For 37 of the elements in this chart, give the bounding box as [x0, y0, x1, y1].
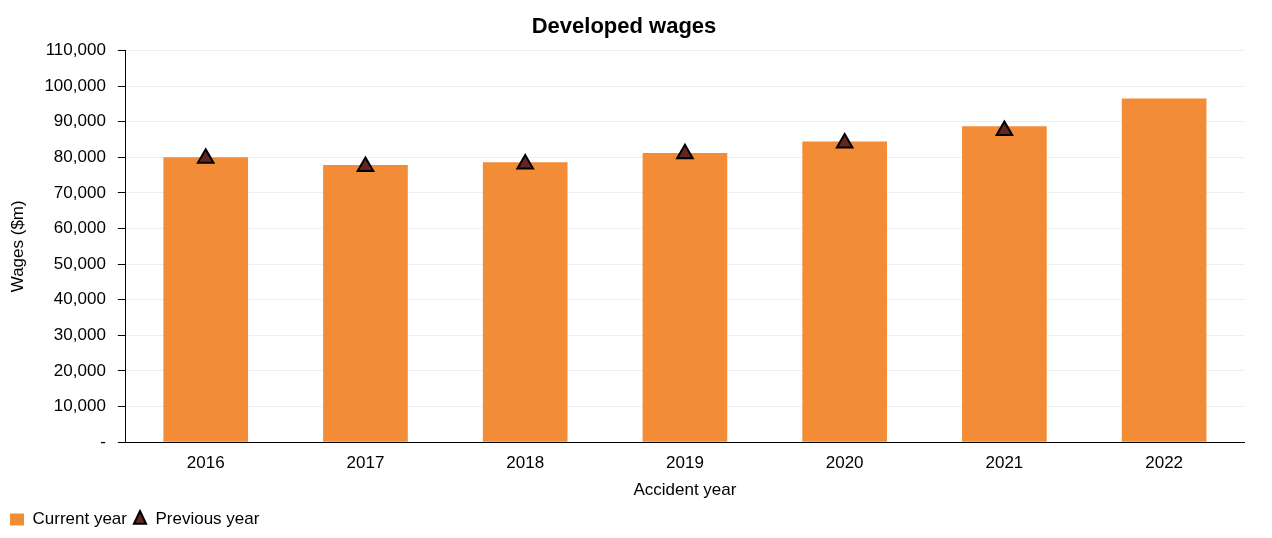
y-tick-label: 30,000 — [53, 325, 106, 345]
y-tick-label: 90,000 — [53, 111, 106, 131]
bar — [962, 126, 1047, 442]
point — [356, 156, 375, 173]
x-tick-label: 2020 — [825, 453, 864, 473]
x-tick-label: 2019 — [666, 453, 704, 473]
legend-label: Previous year — [155, 509, 260, 529]
x-tick-label: 2018 — [506, 453, 545, 473]
y-tick-label: - — [100, 431, 106, 451]
y-tick-label: 80,000 — [53, 146, 106, 166]
legend-label: Current year — [32, 509, 128, 529]
y-tick-label: 60,000 — [53, 218, 106, 238]
x-axis-title: Accident year — [633, 480, 737, 500]
y-tick-label: 100,000 — [44, 75, 106, 95]
y-tick-label: 20,000 — [53, 360, 106, 380]
bar — [163, 157, 249, 442]
bar — [323, 165, 408, 442]
x-tick-label: 2017 — [346, 453, 385, 473]
y-axis-title: Wages ($m) — [7, 200, 27, 293]
point — [676, 143, 694, 160]
x-tick-label: 2021 — [985, 453, 1024, 473]
point — [835, 133, 854, 149]
point — [995, 120, 1014, 137]
bar — [642, 152, 728, 442]
chart-title: Developed wages — [531, 13, 717, 39]
bar — [1121, 98, 1207, 442]
point — [516, 154, 534, 170]
y-tick-label: 10,000 — [53, 396, 106, 416]
bar — [802, 141, 887, 442]
bar — [482, 162, 568, 442]
x-tick-label: 2022 — [1145, 453, 1184, 473]
y-tick-label: 70,000 — [53, 182, 106, 202]
y-tick-label: 110,000 — [45, 40, 106, 60]
y-tick-label: 50,000 — [53, 253, 106, 273]
y-tick-label: 40,000 — [53, 289, 106, 309]
point — [196, 148, 215, 164]
x-tick-label: 2016 — [186, 453, 225, 473]
